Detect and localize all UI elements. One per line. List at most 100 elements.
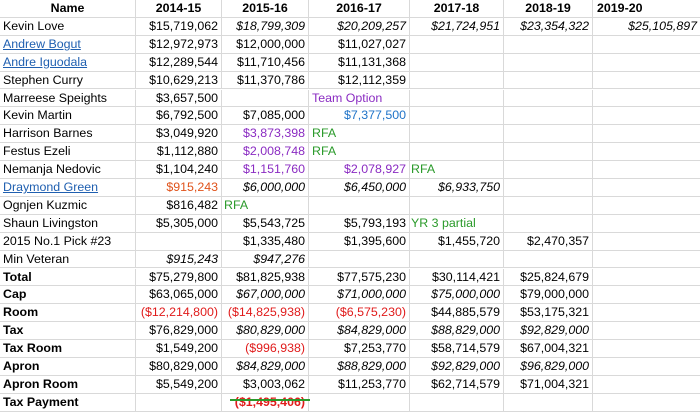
value-cell[interactable] xyxy=(410,71,504,89)
value-cell[interactable] xyxy=(504,393,593,411)
value-cell[interactable] xyxy=(593,90,700,107)
value-cell[interactable]: $6,792,500 xyxy=(136,107,222,125)
value-cell[interactable] xyxy=(222,196,309,214)
value-cell[interactable]: $30,114,421 xyxy=(410,268,504,286)
row-name-cell[interactable]: Apron Room xyxy=(0,375,136,393)
value-cell[interactable]: $88,829,000 xyxy=(309,358,410,375)
value-cell[interactable]: $11,253,770 xyxy=(309,375,410,393)
value-cell[interactable] xyxy=(504,89,593,107)
row-name-cell[interactable]: Draymond Green xyxy=(0,179,136,196)
value-cell[interactable] xyxy=(504,35,593,53)
value-cell[interactable] xyxy=(309,125,410,143)
value-cell[interactable]: $5,793,193 xyxy=(309,214,410,232)
header-name[interactable]: Name xyxy=(0,0,136,17)
row-name-cell[interactable]: Marreese Speights xyxy=(0,89,136,107)
value-cell[interactable]: $79,000,000 xyxy=(504,286,593,304)
value-cell[interactable] xyxy=(410,161,504,179)
value-cell[interactable]: $10,629,213 xyxy=(136,71,222,89)
value-cell[interactable] xyxy=(593,54,700,71)
row-name-cell[interactable]: Min Veteran xyxy=(0,250,136,268)
row-name-cell[interactable]: 2015 No.1 Pick #23 xyxy=(0,232,136,250)
value-cell[interactable] xyxy=(504,143,593,161)
value-cell[interactable] xyxy=(309,89,410,107)
value-cell[interactable]: $5,543,725 xyxy=(222,214,309,232)
value-cell[interactable] xyxy=(410,107,504,125)
value-cell[interactable]: $12,972,973 xyxy=(136,35,222,53)
value-cell[interactable] xyxy=(410,250,504,268)
value-cell[interactable] xyxy=(593,215,700,232)
header-2015-16[interactable]: 2015-16 xyxy=(222,0,309,17)
row-name-cell[interactable]: Kevin Love xyxy=(0,17,136,35)
value-cell[interactable]: ($996,938) xyxy=(222,340,309,358)
value-cell[interactable] xyxy=(593,322,700,339)
value-cell[interactable]: $1,549,200 xyxy=(136,340,222,358)
value-cell[interactable] xyxy=(222,89,309,107)
value-cell[interactable] xyxy=(593,107,700,124)
value-cell[interactable] xyxy=(504,161,593,179)
value-cell[interactable] xyxy=(410,196,504,214)
value-cell[interactable]: $7,253,770 xyxy=(309,340,410,358)
value-cell[interactable] xyxy=(410,125,504,143)
header-2017-18[interactable]: 2017-18 xyxy=(410,0,504,17)
value-cell[interactable] xyxy=(504,125,593,143)
value-cell[interactable] xyxy=(410,143,504,161)
value-cell[interactable]: $11,710,456 xyxy=(222,53,309,71)
value-cell[interactable]: $5,549,200 xyxy=(136,375,222,393)
row-name-cell[interactable]: Festus Ezeli xyxy=(0,143,136,161)
value-cell[interactable]: $67,000,000 xyxy=(222,286,309,304)
value-cell[interactable]: $2,008,748 xyxy=(222,143,309,161)
value-cell[interactable]: $63,065,000 xyxy=(136,286,222,304)
value-cell[interactable] xyxy=(593,197,700,214)
value-cell[interactable]: ($14,825,938) xyxy=(222,304,309,322)
value-cell[interactable] xyxy=(504,179,593,196)
value-cell[interactable]: $62,714,579 xyxy=(410,375,504,393)
value-cell[interactable]: $3,003,062 xyxy=(222,375,309,393)
value-cell[interactable]: $92,829,000 xyxy=(504,322,593,340)
value-cell[interactable]: $71,000,000 xyxy=(309,286,410,304)
value-cell[interactable]: $77,575,230 xyxy=(309,268,410,286)
value-cell[interactable] xyxy=(593,143,700,160)
value-cell[interactable] xyxy=(593,340,700,357)
row-name-cell[interactable]: Shaun Livingston xyxy=(0,214,136,232)
value-cell[interactable]: $15,719,062 xyxy=(136,17,222,35)
value-cell[interactable]: $96,829,000 xyxy=(504,358,593,375)
value-cell[interactable] xyxy=(593,286,700,303)
value-cell[interactable]: $21,724,951 xyxy=(410,17,504,35)
value-cell[interactable]: $11,370,786 xyxy=(222,71,309,89)
value-cell[interactable] xyxy=(309,393,410,411)
value-cell[interactable]: $915,243 xyxy=(136,179,222,196)
value-cell[interactable] xyxy=(593,233,700,250)
value-cell[interactable]: $11,131,368 xyxy=(309,53,410,71)
value-cell[interactable]: ($1,495,406) xyxy=(222,393,309,411)
value-cell[interactable]: $23,354,322 xyxy=(504,17,593,35)
row-name-cell[interactable]: Room xyxy=(0,304,136,322)
value-cell[interactable]: $947,276 xyxy=(222,250,309,268)
value-cell[interactable]: $84,829,000 xyxy=(309,322,410,340)
value-cell[interactable] xyxy=(593,251,700,268)
value-cell[interactable]: $84,829,000 xyxy=(222,358,309,375)
value-cell[interactable]: $1,335,480 xyxy=(222,232,309,250)
value-cell[interactable]: ($6,575,230) xyxy=(309,304,410,322)
value-cell[interactable]: $1,455,720 xyxy=(410,232,504,250)
header-2019-20[interactable]: 2019-20 xyxy=(597,1,643,15)
value-cell[interactable]: $20,209,257 xyxy=(309,17,410,35)
row-name-cell[interactable]: Andrew Bogut xyxy=(0,35,136,53)
value-cell[interactable] xyxy=(593,304,700,321)
value-cell[interactable]: $12,112,359 xyxy=(309,71,410,89)
value-cell[interactable]: $6,450,000 xyxy=(309,179,410,196)
row-name-cell[interactable]: Stephen Curry xyxy=(0,71,136,89)
value-cell[interactable] xyxy=(410,214,504,232)
value-cell[interactable]: $6,000,000 xyxy=(222,179,309,196)
header-2016-17[interactable]: 2016-17 xyxy=(309,0,410,17)
value-cell[interactable]: $71,004,321 xyxy=(504,375,593,393)
value-cell[interactable] xyxy=(504,107,593,125)
value-cell[interactable]: $88,829,000 xyxy=(410,322,504,340)
row-name-cell[interactable]: Harrison Barnes xyxy=(0,125,136,143)
value-cell[interactable]: $1,395,600 xyxy=(309,232,410,250)
value-cell[interactable]: $3,657,500 xyxy=(136,89,222,107)
value-cell[interactable] xyxy=(410,89,504,107)
value-cell[interactable] xyxy=(593,161,700,178)
value-cell[interactable]: $25,105,897 xyxy=(628,18,697,33)
value-cell[interactable]: $1,151,760 xyxy=(222,161,309,179)
value-cell[interactable]: $53,175,321 xyxy=(504,304,593,322)
